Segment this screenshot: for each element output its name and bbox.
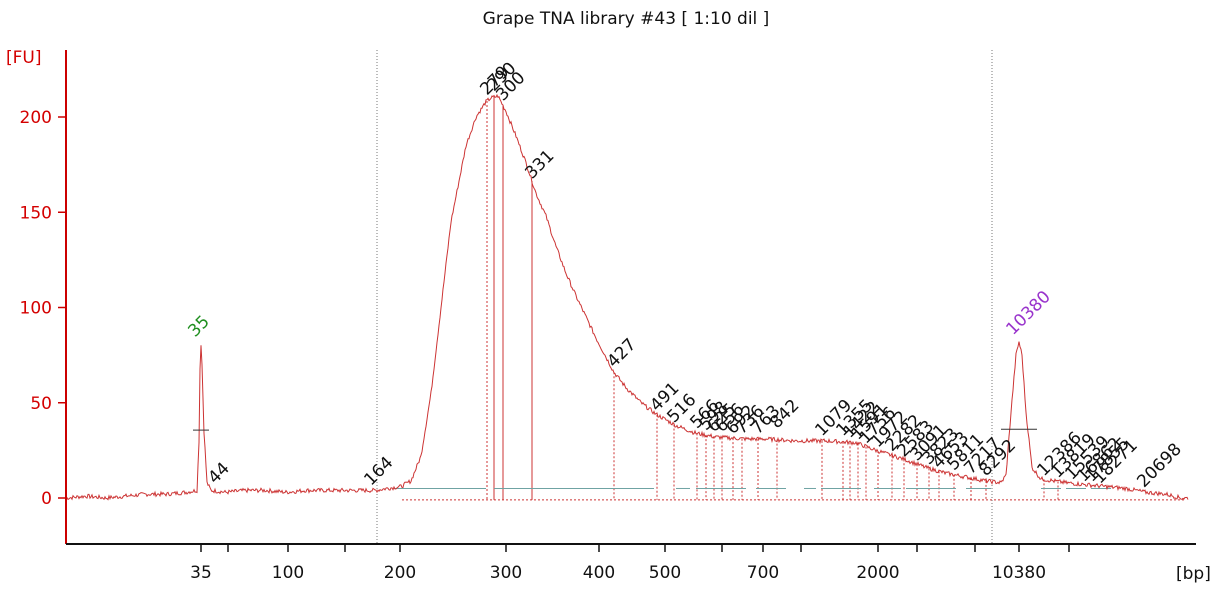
x-tick-label: 700 [747, 563, 779, 583]
peak-label: 20698 [1133, 439, 1185, 491]
ladder-marker-label: 35 [184, 312, 213, 341]
y-tick-label: 0 [41, 489, 52, 509]
boundary-lines [376, 50, 993, 544]
x-tick-label: 500 [649, 563, 681, 583]
peak-label: 164 [360, 453, 397, 490]
integration-baselines [394, 487, 1186, 501]
x-tick-label: 35 [190, 563, 212, 583]
peak-integration-lines [486, 97, 1059, 500]
x-tick-label: 100 [272, 563, 304, 583]
signal-trace-line [65, 93, 1189, 501]
chart-title: Grape TNA library #43 [ 1:10 dil ] [483, 9, 770, 29]
x-tick-label: 2000 [856, 563, 899, 583]
axes: 0 50 100 150 200 35 100 200 300 400 500 700 2000 1038… [20, 50, 1196, 583]
y-axis-unit-label: [FU] [6, 48, 42, 68]
x-tick-label: 300 [490, 563, 522, 583]
peak-label: 427 [603, 335, 640, 372]
x-tick-label: 200 [384, 563, 416, 583]
peak-label: 331 [521, 146, 558, 183]
signal-trace [65, 93, 1189, 501]
x-tick-label: 10380 [992, 563, 1046, 583]
x-axis-unit-label: [bp] [1176, 564, 1211, 584]
y-tick-label: 50 [30, 394, 52, 414]
y-tick-label: 150 [20, 203, 52, 223]
ladder-marker-label: 10380 [1002, 287, 1054, 339]
y-tick-label: 200 [20, 108, 52, 128]
y-tick-label: 100 [20, 299, 52, 319]
peak-label: 44 [204, 459, 233, 488]
peak-labels: 44 16427929030033142749151656659862565669… [184, 58, 1185, 491]
x-tick-label: 400 [583, 563, 615, 583]
